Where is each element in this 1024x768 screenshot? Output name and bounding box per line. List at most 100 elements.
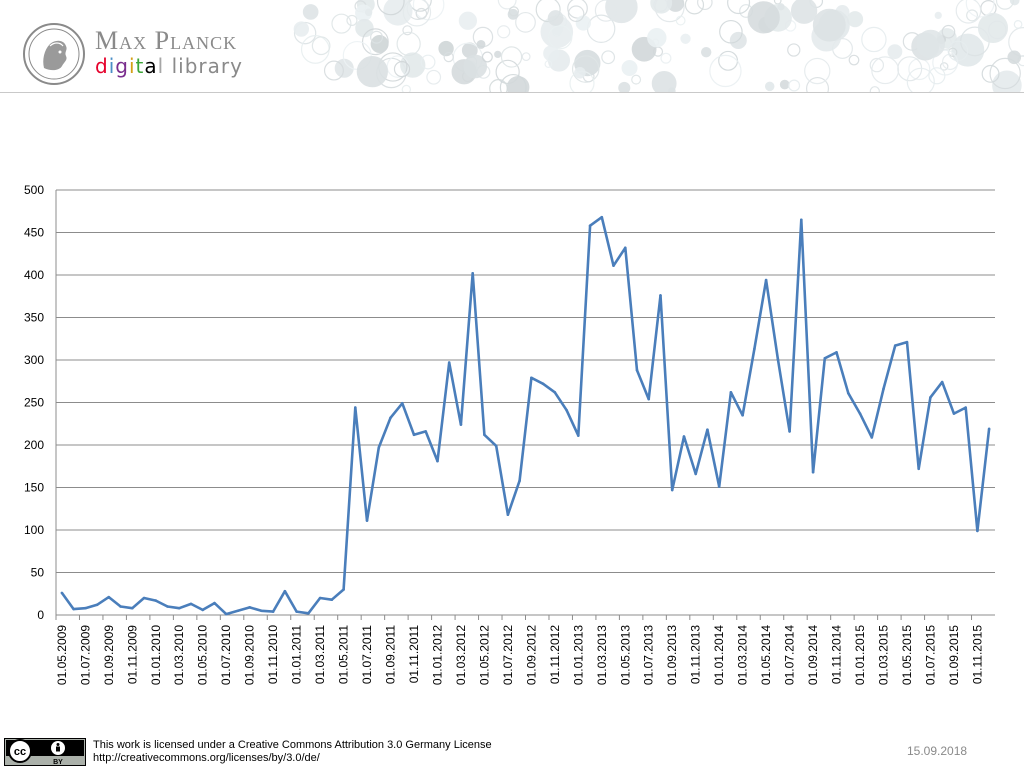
x-tick-label: 01.09.2014: [806, 625, 820, 685]
data-point: [236, 609, 240, 613]
data-point: [647, 397, 651, 401]
data-point: [412, 433, 416, 437]
data-point: [342, 588, 345, 591]
brand-subtitle-letter: i: [128, 54, 136, 78]
data-point: [60, 591, 64, 595]
data-point: [788, 430, 791, 433]
data-point: [588, 224, 592, 227]
y-tick-label: 150: [24, 481, 44, 495]
brand-subtitle-letter: r: [220, 54, 231, 78]
data-point: [436, 459, 439, 463]
x-tick-label: 01.11.2013: [689, 625, 703, 684]
brand-subtitle-letter: l: [171, 54, 179, 78]
line-chart: 0 50 100 150 200 250 300 350 400 450 500 01.05.2009…: [24, 183, 995, 685]
y-tick-label: 0: [37, 608, 44, 622]
x-tick-label: 01.03.2013: [595, 625, 609, 685]
data-point: [577, 434, 580, 437]
x-tick-label: 01.05.2015: [900, 625, 914, 685]
data-point: [377, 446, 381, 449]
data-point: [706, 428, 709, 432]
data-point: [471, 272, 474, 275]
data-point: [307, 612, 310, 615]
brand-subtitle: digital library: [95, 54, 243, 78]
x-tick-label: 01.07.2010: [219, 625, 233, 685]
x-tick-label: 01.03.2010: [172, 625, 186, 685]
x-tick-label: 01.05.2010: [196, 625, 210, 685]
x-tick-label: 01.01.2010: [149, 625, 163, 685]
footer: cc BY This work is licensed under a Crea…: [0, 734, 1024, 768]
x-tick-label: 01.01.2011: [290, 625, 304, 684]
data-point: [893, 344, 897, 347]
y-tick-label: 50: [31, 566, 45, 580]
data-point: [95, 603, 99, 607]
data-point: [987, 427, 991, 431]
data-point: [976, 529, 979, 533]
x-tick-label: 01.03.2012: [454, 625, 468, 685]
data-point: [835, 351, 838, 354]
data-point: [248, 606, 251, 609]
data-point: [295, 610, 298, 613]
data-point: [905, 340, 909, 344]
data-point: [354, 406, 357, 409]
data-point: [189, 602, 193, 606]
x-tick-label: 01.05.2014: [759, 625, 773, 685]
data-point: [940, 380, 944, 384]
data-point: [483, 433, 486, 437]
brand-subtitle-letter: i: [108, 54, 116, 78]
data-point: [318, 596, 322, 600]
y-tick-label: 250: [24, 396, 44, 410]
data-point: [764, 278, 768, 282]
data-point: [553, 391, 557, 394]
brand-subtitle-letter: b: [184, 54, 199, 78]
by-text: BY: [53, 759, 63, 766]
data-point: [224, 612, 228, 616]
x-tick-label: 01.09.2013: [665, 625, 679, 685]
brand-subtitle-letter: y: [230, 54, 243, 78]
data-point: [846, 391, 850, 395]
minerva-seal-icon: [23, 23, 85, 85]
data-point: [84, 606, 87, 610]
data-point: [729, 391, 733, 394]
data-point: [177, 606, 181, 610]
license-notice: This work is licensed under a Creative C…: [93, 739, 492, 765]
y-tick-label: 100: [24, 523, 44, 537]
license-url[interactable]: http://creativecommons.org/licenses/by/3…: [93, 752, 320, 764]
x-tick-label: 01.07.2013: [642, 625, 656, 685]
data-point: [107, 595, 111, 599]
data-point: [776, 357, 780, 361]
data-point: [201, 608, 205, 612]
x-tick-label: 01.11.2015: [970, 625, 984, 684]
brand-subtitle-letter: i: [178, 54, 185, 78]
x-tick-label: 01.07.2012: [501, 625, 515, 685]
x-tick-label: 01.03.2014: [736, 625, 750, 685]
slide-date: 15.09.2018: [907, 744, 968, 758]
data-point: [494, 444, 498, 448]
brand-subtitle-letter: r: [198, 54, 208, 78]
data-point: [623, 246, 627, 250]
y-tick-label: 200: [24, 438, 44, 452]
data-point: [659, 294, 662, 297]
data-point: [459, 423, 463, 426]
data-point: [917, 467, 921, 471]
x-tick-label: 01.01.2015: [853, 625, 867, 685]
data-point: [682, 435, 686, 438]
cc-text: cc: [14, 746, 26, 758]
brand-subtitle-letter: t: [135, 54, 145, 78]
data-point: [142, 596, 146, 600]
data-point: [518, 479, 521, 483]
x-tick-label: 01.11.2009: [125, 625, 139, 684]
brand-subtitle-letter: a: [207, 54, 221, 78]
x-tick-label: 01.05.2013: [618, 625, 632, 685]
x-tick-label: 01.09.2010: [243, 625, 257, 685]
data-point: [154, 599, 158, 602]
x-tick-label: 01.11.2012: [548, 625, 562, 684]
data-point: [565, 408, 568, 412]
data-point: [823, 357, 827, 360]
x-tick-label: 01.01.2012: [430, 625, 444, 685]
y-tick-label: 400: [24, 268, 44, 282]
data-point: [119, 605, 122, 608]
data-point: [330, 598, 334, 601]
data-point: [929, 396, 932, 399]
license-line-1: This work is licensed under a Creative C…: [93, 739, 492, 751]
x-tick-label: 01.01.2014: [712, 625, 726, 685]
